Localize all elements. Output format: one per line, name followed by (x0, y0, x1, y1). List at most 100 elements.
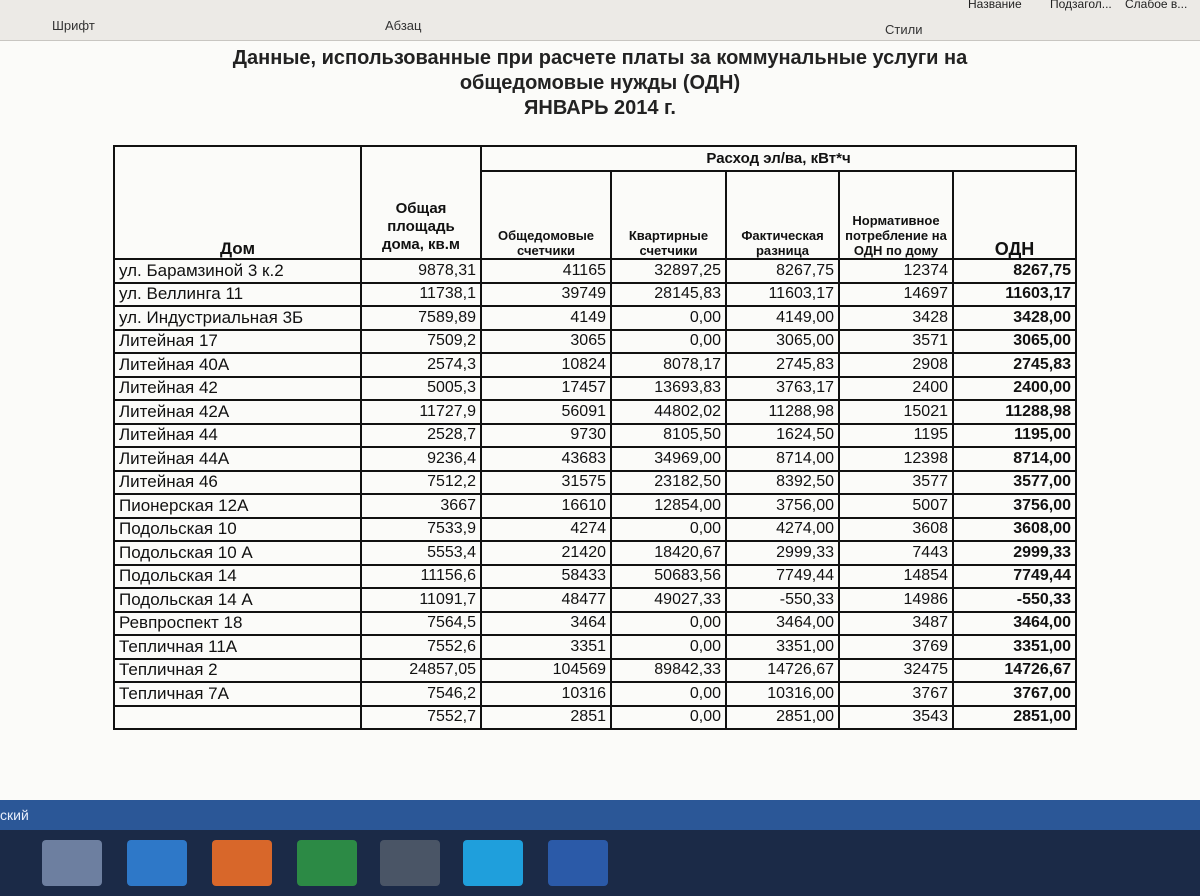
table-cell: 16610 (480, 493, 612, 519)
table-cell: Тепличная 2 (113, 657, 362, 683)
taskbar-icon[interactable] (212, 840, 272, 886)
table-row: ул. Веллинга 11 11738,1 39749 28145,83 11603… (113, 281, 1077, 307)
table-cell: 3756,00 (725, 493, 840, 519)
header-cell: Фактическая разница (725, 170, 840, 260)
taskbar-icon[interactable] (463, 840, 523, 886)
table-cell: 31575 (480, 469, 612, 495)
table-cell: 3577 (838, 469, 954, 495)
table-cell: 24857,05 (360, 657, 482, 683)
table-cell: 7564,5 (360, 610, 482, 636)
table-cell: 3756,00 (951, 493, 1077, 519)
table-cell: 32897,25 (610, 258, 727, 284)
table-cell: 5007 (838, 493, 954, 519)
table-cell: 48477 (480, 587, 612, 613)
table-cell: 7533,9 (360, 516, 482, 542)
table-row: Литейная 40А 2574,3 10824 8078,17 2745,83 290… (113, 352, 1077, 378)
table-cell: 11156,6 (360, 563, 482, 589)
table-cell: 0,00 (610, 634, 727, 660)
table-row: Ревпроспект 18 7564,5 3464 0,00 3464,00 3487 3… (113, 610, 1077, 636)
table-cell: 3608 (838, 516, 954, 542)
table-cell: 0,00 (610, 610, 727, 636)
table-cell: 11603,17 (951, 281, 1077, 307)
header-cell: Расход эл/ва, кВт*ч (479, 145, 1077, 172)
taskbar-icon[interactable] (127, 840, 187, 886)
table-cell: 8714,00 (951, 446, 1077, 472)
table-row: Литейная 42А 11727,9 56091 44802,02 11288,98… (113, 399, 1077, 425)
table-cell: 12854,00 (610, 493, 727, 519)
table-cell: 41165 (480, 258, 612, 284)
table-cell: 14854 (838, 563, 954, 589)
table-cell: 7552,6 (360, 634, 482, 660)
table-cell: 8714,00 (725, 446, 840, 472)
table-cell: 0,00 (610, 305, 727, 331)
table-cell: ул. Барамзиной 3 к.2 (113, 258, 362, 284)
table-cell: Ревпроспект 18 (113, 610, 362, 636)
table-cell: 3428 (838, 305, 954, 331)
table-cell: 17457 (480, 375, 612, 401)
table-cell: 0,00 (610, 516, 727, 542)
table-row: Литейная 44А 9236,4 43683 34969,00 8714,00 12… (113, 446, 1077, 472)
table-cell: 11288,98 (725, 399, 840, 425)
taskbar-icon[interactable] (548, 840, 608, 886)
document: Данные, использованные при расчете платы… (0, 41, 1200, 800)
table-cell: Пионерская 12А (113, 493, 362, 519)
table-row: Подольская 10 А 5553,4 21420 18420,67 2999,3… (113, 540, 1077, 566)
table-cell: -550,33 (725, 587, 840, 613)
taskbar-icon[interactable] (42, 840, 102, 886)
table-cell: 28145,83 (610, 281, 727, 307)
taskbar-icon[interactable] (380, 840, 440, 886)
table-cell: 32475 (838, 657, 954, 683)
table-cell: 18420,67 (610, 540, 727, 566)
table-cell: Литейная 40А (113, 352, 362, 378)
table-cell: 12374 (838, 258, 954, 284)
table-cell: 49027,33 (610, 587, 727, 613)
table-cell: 2908 (838, 352, 954, 378)
table-cell: 8078,17 (610, 352, 727, 378)
table-row: Подольская 10 7533,9 4274 0,00 4274,00 3608 36… (113, 516, 1077, 542)
table-cell: 7589,89 (360, 305, 482, 331)
ribbon: Шрифт Абзац Стили Название Подзагол... С… (0, 0, 1200, 41)
taskbar (0, 830, 1200, 896)
table-cell: 8267,75 (725, 258, 840, 284)
table-cell: 2400,00 (951, 375, 1077, 401)
style-name[interactable]: Слабое в... (1125, 0, 1188, 11)
taskbar-icon[interactable] (297, 840, 357, 886)
style-name[interactable]: Название (968, 0, 1022, 11)
table-row: Подольская 14 А 11091,7 48477 49027,33 -550,… (113, 587, 1077, 613)
table-cell: Подольская 10 А (113, 540, 362, 566)
table-cell: 34969,00 (610, 446, 727, 472)
table-cell: 43683 (480, 446, 612, 472)
table-cell: 2851 (480, 704, 612, 730)
doc-title: общедомовые нужды (ОДН) (459, 72, 741, 94)
table-cell: 3464,00 (951, 610, 1077, 636)
table-cell: 1195 (838, 422, 954, 448)
table-row: Литейная 46 7512,2 31575 23182,50 8392,50 357… (113, 469, 1077, 495)
table-cell: 11091,7 (360, 587, 482, 613)
table-cell: 3571 (838, 328, 954, 354)
ribbon-group-label: Стили (885, 22, 923, 37)
table-cell: 2745,83 (951, 352, 1077, 378)
table-row: Подольская 14 11156,6 58433 50683,56 7749,44… (113, 563, 1077, 589)
header-cell: Общая площадь дома, кв.м (360, 145, 482, 260)
style-name[interactable]: Подзагол... (1050, 0, 1112, 11)
ribbon-group-label: Шрифт (52, 18, 95, 33)
table-row: Тепличная 7А 7546,2 10316 0,00 10316,00 3767 3… (113, 681, 1077, 707)
header-cell: ОДН (951, 170, 1077, 260)
table-cell: 3351,00 (725, 634, 840, 660)
table-cell: 3608,00 (951, 516, 1077, 542)
table-cell: 4274 (480, 516, 612, 542)
table-cell: 11603,17 (725, 281, 840, 307)
table-cell: 0,00 (610, 681, 727, 707)
table-cell: 9730 (480, 422, 612, 448)
table-cell: 3543 (838, 704, 954, 730)
table-cell: 9236,4 (360, 446, 482, 472)
table-cell: Подольская 14 (113, 563, 362, 589)
table-cell: 23182,50 (610, 469, 727, 495)
table-row: 7552,7 2851 0,00 2851,00 3543 2851,00 (113, 704, 1077, 730)
table-cell: Тепличная 7А (113, 681, 362, 707)
table-cell: 3065,00 (951, 328, 1077, 354)
table-cell: 8105,50 (610, 422, 727, 448)
table-cell: 3065 (480, 328, 612, 354)
